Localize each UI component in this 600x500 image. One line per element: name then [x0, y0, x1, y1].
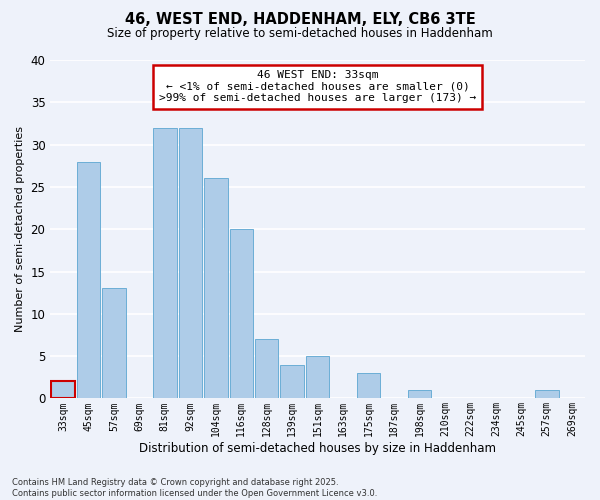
Bar: [179, 128, 202, 398]
Bar: [408, 390, 431, 398]
Bar: [280, 364, 304, 398]
Text: Contains HM Land Registry data © Crown copyright and database right 2025.
Contai: Contains HM Land Registry data © Crown c…: [12, 478, 377, 498]
Bar: [535, 390, 559, 398]
Bar: [230, 229, 253, 398]
Bar: [357, 373, 380, 398]
Text: Size of property relative to semi-detached houses in Haddenham: Size of property relative to semi-detach…: [107, 28, 493, 40]
Bar: [153, 128, 176, 398]
Text: 46 WEST END: 33sqm
← <1% of semi-detached houses are smaller (0)
>99% of semi-de: 46 WEST END: 33sqm ← <1% of semi-detache…: [159, 70, 476, 103]
Bar: [77, 162, 100, 398]
Bar: [52, 382, 75, 398]
Bar: [306, 356, 329, 399]
X-axis label: Distribution of semi-detached houses by size in Haddenham: Distribution of semi-detached houses by …: [139, 442, 496, 455]
Text: 46, WEST END, HADDENHAM, ELY, CB6 3TE: 46, WEST END, HADDENHAM, ELY, CB6 3TE: [125, 12, 475, 28]
Y-axis label: Number of semi-detached properties: Number of semi-detached properties: [15, 126, 25, 332]
Bar: [255, 339, 278, 398]
Bar: [204, 178, 227, 398]
Bar: [102, 288, 125, 399]
